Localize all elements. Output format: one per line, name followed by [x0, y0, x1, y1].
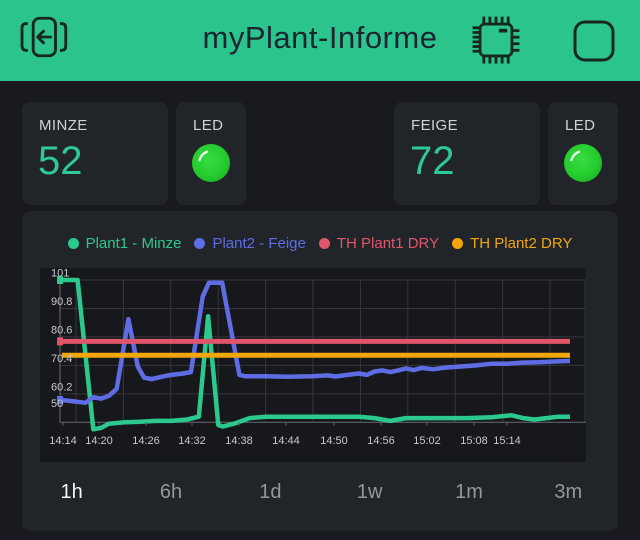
- led-widget-2: LED: [548, 102, 618, 205]
- legend-label: TH Plant2 DRY: [470, 235, 573, 252]
- legend-item-plant1[interactable]: Plant1 - Minze: [67, 235, 182, 252]
- svg-text:15:14: 15:14: [493, 435, 521, 447]
- legend-item-th-plant2[interactable]: TH Plant2 DRY: [452, 235, 572, 252]
- tab-1w[interactable]: 1w: [356, 480, 383, 503]
- exit-button[interactable]: [16, 12, 70, 65]
- svg-text:14:20: 14:20: [85, 435, 113, 447]
- led-widget-1: LED: [176, 102, 246, 205]
- svg-text:14:56: 14:56: [367, 435, 395, 447]
- tab-6h[interactable]: 6h: [159, 480, 183, 503]
- tab-1h[interactable]: 1h: [60, 480, 83, 503]
- tab-1m[interactable]: 1m: [455, 480, 483, 503]
- svg-text:14:26: 14:26: [132, 435, 160, 447]
- svg-text:70.4: 70.4: [51, 353, 72, 365]
- widgets-gap: [254, 102, 386, 205]
- value-widget-feige: FEIGE 72: [394, 102, 540, 205]
- svg-text:60.2: 60.2: [51, 381, 72, 393]
- tab-3m[interactable]: 3m: [554, 480, 583, 503]
- legend-item-th-plant1[interactable]: TH Plant1 DRY: [318, 235, 440, 252]
- chart-widget: Plant1 - Minze Plant2 - Feige TH Plant1 …: [22, 211, 618, 531]
- legend-item-plant2[interactable]: Plant2 - Feige: [194, 235, 306, 252]
- legend-dot-red: [318, 238, 330, 249]
- svg-text:14:38: 14:38: [225, 435, 253, 447]
- tab-1d[interactable]: 1d: [259, 480, 282, 503]
- svg-text:14:32: 14:32: [178, 435, 206, 447]
- svg-text:50: 50: [51, 398, 63, 410]
- time-range-tabs: 1h 6h 1d 1w 1m 3m: [22, 471, 618, 513]
- chart-legend: Plant1 - Minze Plant2 - Feige TH Plant1 …: [22, 235, 618, 252]
- led-on-icon: [563, 143, 618, 188]
- svg-text:15:02: 15:02: [413, 435, 441, 447]
- widget-value: 72: [410, 139, 455, 183]
- square-icon: [572, 20, 616, 66]
- device-status-button[interactable]: [466, 9, 526, 76]
- app-header: myPlant-Informe: [0, 0, 640, 81]
- svg-text:15:08: 15:08: [460, 435, 488, 447]
- svg-text:14:44: 14:44: [272, 435, 300, 447]
- stop-button[interactable]: [572, 19, 616, 66]
- chip-icon: [466, 16, 526, 75]
- exit-icon: [16, 16, 70, 65]
- page-title: myPlant-Informe: [202, 20, 438, 55]
- legend-dot-blue: [194, 238, 206, 249]
- legend-dot-orange: [452, 238, 464, 249]
- value-widget-minze: MINZE 52: [22, 102, 168, 205]
- led-on-icon: [191, 143, 246, 188]
- legend-label: Plant1 - Minze: [85, 235, 182, 252]
- legend-label: TH Plant1 DRY: [336, 235, 440, 252]
- chart-svg: 101 90.8 80.6 70.4 60.2 50 14:14 14:20 14:26 14:3…: [49, 268, 586, 447]
- chart-plot-area[interactable]: 101 90.8 80.6 70.4 60.2 50 14:14 14:20 14:26 14:3…: [40, 268, 586, 462]
- svg-text:14:14: 14:14: [49, 435, 77, 447]
- widget-label: LED: [565, 117, 596, 134]
- svg-text:80.6: 80.6: [51, 324, 72, 336]
- legend-label: Plant2 - Feige: [212, 235, 306, 252]
- widgets-row: MINZE 52 LED FEIGE 72 LED: [22, 102, 618, 205]
- widget-label: MINZE: [39, 117, 88, 134]
- svg-text:90.8: 90.8: [51, 296, 72, 308]
- widget-label: LED: [193, 117, 224, 134]
- widget-value: 52: [38, 139, 83, 183]
- widget-label: FEIGE: [411, 117, 459, 134]
- legend-dot-green: [67, 238, 79, 249]
- svg-text:14:50: 14:50: [320, 435, 348, 447]
- svg-text:101: 101: [51, 268, 69, 280]
